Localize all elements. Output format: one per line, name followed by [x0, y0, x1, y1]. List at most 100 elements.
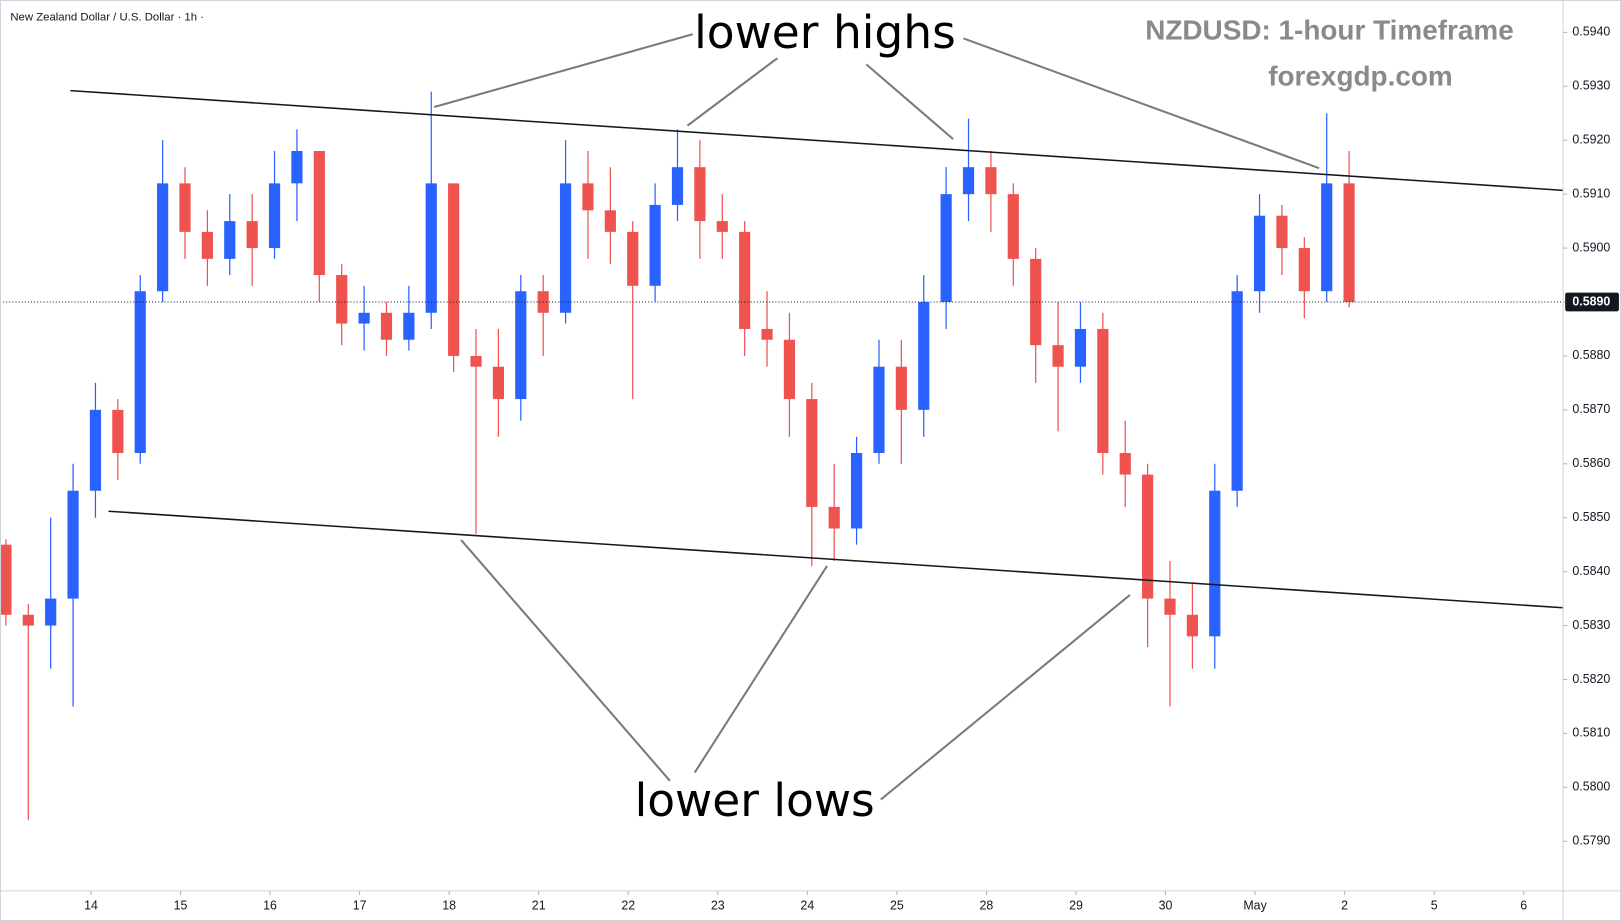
candle-body: [67, 490, 79, 599]
candle-body: [739, 231, 751, 329]
y-tick-label: 0.5880: [1572, 348, 1610, 362]
y-tick-label: 0.5900: [1572, 240, 1610, 254]
price-label-box: [1565, 292, 1619, 312]
candle-body: [268, 183, 281, 249]
candle-body: [224, 221, 236, 259]
candle-body: [895, 366, 907, 410]
candle-body: [1030, 258, 1042, 346]
candle-body: [89, 409, 102, 491]
candle-body: [0, 544, 12, 615]
y-tick-label: 0.5830: [1572, 618, 1610, 632]
x-tick-label: 15: [174, 899, 188, 913]
y-tick-label: 0.5850: [1572, 510, 1610, 524]
candle-body: [22, 614, 34, 626]
candle-body: [515, 291, 527, 400]
annotation: NZDUSD: 1-hour Timeframe: [1145, 15, 1514, 46]
pointer: [686, 57, 779, 127]
x-tick-label: 29: [1069, 899, 1083, 913]
candle-body: [1186, 614, 1198, 637]
chart-title: New Zealand Dollar / U.S. Dollar · 1h ·: [10, 12, 204, 24]
candle-body: [1343, 183, 1355, 302]
y-tick-label: 0.5870: [1572, 402, 1610, 416]
candle-body: [291, 150, 303, 184]
pointer: [865, 63, 954, 140]
trend-line: [108, 510, 1564, 609]
y-tick-label: 0.5920: [1572, 132, 1610, 146]
x-tick-label: 2: [1341, 899, 1348, 913]
x-tick-label: 24: [800, 899, 814, 913]
candle-body: [112, 409, 124, 453]
candle-body: [358, 312, 370, 324]
candle-body: [761, 328, 773, 340]
candle-body: [671, 167, 684, 205]
x-tick-label: 25: [890, 899, 904, 913]
candle-body: [828, 506, 840, 529]
y-tick-label: 0.5810: [1572, 726, 1610, 740]
y-tick-label: 0.5860: [1572, 456, 1610, 470]
candle-body: [448, 183, 460, 356]
x-tick-label: 5: [1431, 899, 1438, 913]
candle-body: [157, 183, 169, 292]
x-tick-label: 6: [1520, 899, 1527, 913]
candle-body: [246, 221, 258, 249]
x-tick-label: 30: [1159, 899, 1173, 913]
candle-body: [134, 291, 146, 453]
candle-body: [425, 183, 437, 313]
candle-body: [1321, 183, 1333, 292]
y-tick-label: 0.5910: [1572, 186, 1610, 200]
candle-body: [313, 150, 325, 276]
annotation: forexgdp.com: [1268, 60, 1453, 91]
candle-body: [873, 366, 885, 453]
candle-body: [627, 231, 639, 286]
pointer: [460, 539, 671, 782]
candle-body: [380, 312, 393, 340]
candle-body: [1052, 345, 1064, 367]
candle-body: [940, 194, 952, 302]
candle-body: [985, 167, 997, 195]
y-tick-label: 0.5790: [1572, 834, 1610, 848]
candle-body: [403, 312, 415, 340]
candle-body: [1253, 215, 1266, 292]
pointer: [880, 594, 1131, 801]
x-tick-label: 14: [84, 899, 98, 913]
candle-body: [1209, 490, 1221, 637]
x-tick-label: 18: [442, 899, 456, 913]
plot-area: [0, 89, 1564, 820]
pointer: [963, 37, 1320, 170]
candle-body: [649, 204, 661, 286]
y-tick-label: 0.5940: [1572, 25, 1610, 39]
x-tick-label: 21: [532, 899, 546, 913]
candle-body: [1298, 248, 1310, 292]
x-tick-label: 22: [621, 899, 635, 913]
x-tick-label: 28: [980, 899, 994, 913]
candle-body: [179, 183, 191, 232]
candle-body: [604, 210, 616, 232]
annotation: lower highs: [694, 6, 956, 59]
price-label: 0.5890: [1572, 294, 1610, 308]
candle-body: [559, 183, 572, 313]
candle-body: [806, 399, 818, 507]
candle-body: [1097, 328, 1109, 453]
candle-body: [918, 301, 930, 410]
candle-body: [470, 355, 482, 367]
candle-body: [1074, 328, 1087, 367]
candle-body: [962, 167, 975, 195]
candle-body: [582, 183, 594, 211]
annotation: lower lows: [635, 774, 875, 827]
candle-body: [1231, 291, 1243, 491]
trend-line: [70, 89, 1564, 192]
pointer: [693, 565, 828, 774]
candle-body: [45, 598, 57, 626]
candle-body: [1142, 474, 1154, 599]
y-tick-label: 0.5930: [1572, 79, 1610, 93]
candle-body: [850, 452, 863, 529]
x-tick-label: 17: [353, 899, 367, 913]
candle-body: [783, 339, 796, 400]
candle-body: [492, 366, 505, 400]
candle-body: [201, 231, 213, 259]
candle-body: [1276, 215, 1288, 249]
candle-body: [716, 221, 728, 232]
